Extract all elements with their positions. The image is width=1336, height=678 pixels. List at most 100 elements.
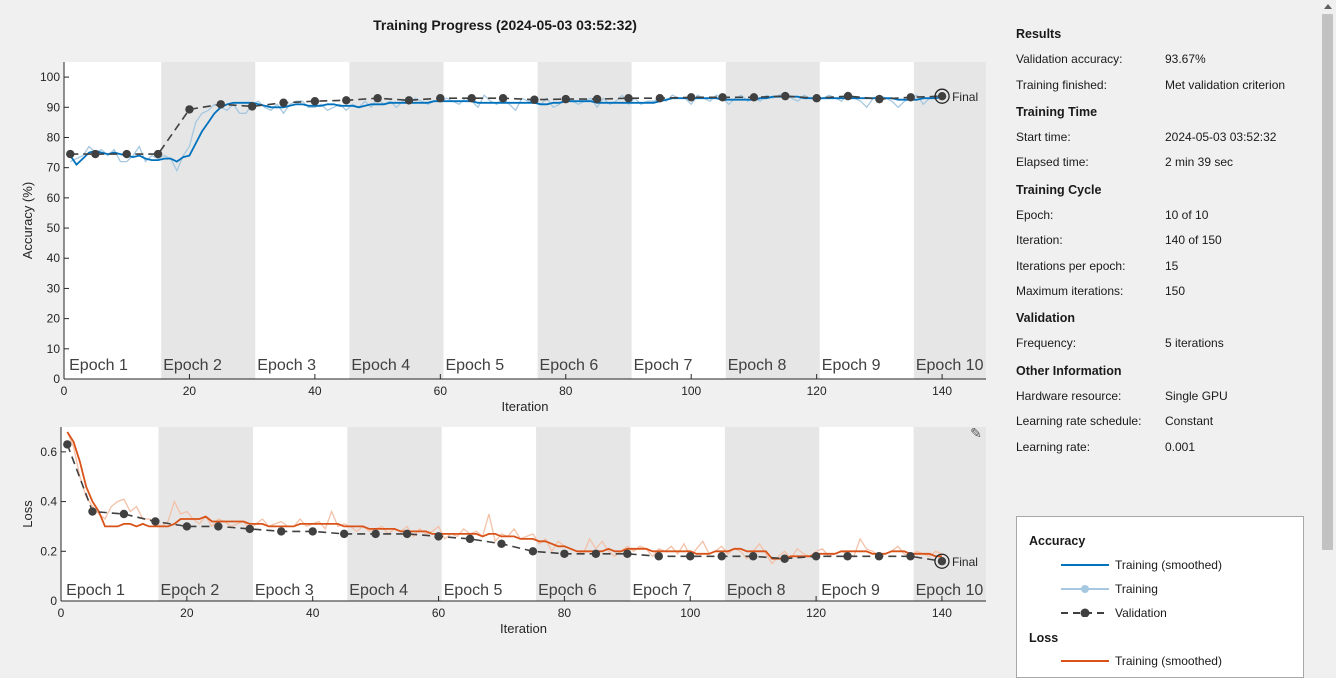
- results-heading: Results: [1016, 27, 1062, 41]
- accuracy-validation-point: [624, 94, 633, 103]
- loss-validation-point: [245, 524, 254, 534]
- loss-validation-point: [623, 549, 632, 558]
- loss-y-tick-label: 0.2: [40, 544, 57, 558]
- accuracy-validation-point: [247, 102, 257, 111]
- training-time-heading: Training Time: [1016, 105, 1098, 119]
- loss-y-tick-label: 0: [50, 594, 57, 608]
- accuracy-x-tick-label: 80: [559, 384, 573, 398]
- accuracy-epoch-label: Epoch 9: [822, 357, 881, 374]
- accuracy-x-tick-label: 100: [681, 384, 701, 398]
- legend-accuracy-heading: Accuracy: [1029, 534, 1086, 548]
- accuracy-y-tick-label: 100: [40, 70, 60, 84]
- accuracy-epoch-label: Epoch 8: [728, 357, 787, 374]
- accuracy-y-tick-label: 80: [47, 130, 61, 144]
- loss-validation-point: [119, 509, 129, 519]
- loss-x-tick-label: 60: [432, 606, 446, 620]
- loss-epoch-band: [536, 427, 631, 601]
- maximum-iterations-label: Maximum iterations:: [1016, 284, 1124, 298]
- iteration-value: 140 of 150: [1165, 233, 1222, 247]
- accuracy-validation-point: [875, 94, 884, 104]
- accuracy-y-tick-label: 20: [47, 312, 61, 326]
- loss-validation-point: [182, 522, 192, 531]
- loss-validation-point: [308, 527, 317, 536]
- accuracy-validation-point: [122, 149, 131, 159]
- loss-series-training-smoothed: [66, 431, 942, 560]
- accuracy-validation-point: [373, 94, 382, 103]
- frequency-value: 5 iterations: [1165, 336, 1224, 350]
- maximum-iterations-value: 150: [1165, 284, 1186, 298]
- frequency-label: Frequency:: [1016, 336, 1077, 350]
- accuracy-validation-point: [467, 94, 476, 103]
- loss-validation-point: [339, 529, 349, 539]
- loss-final-label: Final: [952, 555, 978, 569]
- loss-validation-point: [811, 552, 821, 561]
- loss-validation-point: [465, 534, 475, 544]
- loss-validation-point: [748, 552, 758, 561]
- loss-validation-point: [937, 557, 947, 566]
- loss-x-tick-label: 100: [680, 606, 700, 620]
- loss-validation-point: [906, 552, 915, 561]
- loss-validation-point: [63, 440, 72, 449]
- loss-y-tick-label: 0.6: [40, 445, 57, 459]
- accuracy-epoch-band: [349, 62, 444, 379]
- accuracy-validation-point: [561, 94, 570, 104]
- loss-x-axis-label: Iteration: [500, 621, 547, 636]
- loss-validation-point: [780, 554, 789, 563]
- loss-x-tick-label: 0: [58, 606, 65, 620]
- accuracy-epoch-label: Epoch 3: [257, 357, 316, 374]
- scrollbar-thumb[interactable]: [1322, 14, 1333, 550]
- iterations-per-epoch-value: 15: [1165, 259, 1179, 273]
- loss-epoch-label: Epoch 10: [916, 582, 984, 599]
- loss-epoch-band: [347, 427, 442, 601]
- accuracy-series-training-smoothed: [69, 95, 943, 166]
- loss-epoch-band: [158, 427, 253, 601]
- accuracy-epoch-label: Epoch 4: [351, 357, 410, 374]
- legend-accuracy-swatches: [1061, 564, 1109, 617]
- accuracy-epoch-band: [537, 62, 632, 379]
- accuracy-y-axis-label: Accuracy (%): [20, 182, 35, 259]
- accuracy-validation-point: [310, 97, 320, 106]
- loss-validation-point: [88, 507, 97, 516]
- training-finished-label: Training finished:: [1016, 78, 1107, 92]
- accuracy-epoch-band: [161, 62, 256, 379]
- training-cycle-heading: Training Cycle: [1016, 183, 1102, 197]
- accuracy-y-tick-label: 70: [47, 161, 61, 175]
- legend-accuracy-item-validation: Validation: [1115, 606, 1167, 620]
- accuracy-validation-point: [687, 93, 696, 102]
- training-finished-value: Met validation criterion: [1165, 78, 1286, 92]
- accuracy-x-tick-label: 40: [308, 384, 322, 398]
- loss-y-tick-label: 0.4: [40, 495, 57, 509]
- loss-validation-point: [402, 529, 412, 539]
- accuracy-final-marker: [934, 88, 950, 104]
- start-time-value: 2024-05-03 03:52:32: [1165, 130, 1277, 144]
- loss-epoch-label: Epoch 4: [349, 582, 408, 599]
- accuracy-epoch-label: Epoch 10: [916, 357, 984, 374]
- accuracy-validation-point: [404, 96, 414, 105]
- accuracy-plot: Epoch 1 Epoch 2 Epoch 3 Epoch 4 Epoch 5 Epoch…: [20, 62, 986, 414]
- accuracy-epoch-band: [913, 62, 986, 379]
- loss-epoch-band: [724, 427, 820, 601]
- accuracy-epoch-label: Epoch 5: [445, 357, 504, 374]
- scroll-up-icon[interactable]: [1324, 4, 1332, 9]
- accuracy-validation-point: [749, 93, 759, 102]
- legend-training-marker: [1081, 585, 1089, 593]
- loss-x-tick-label: 20: [180, 606, 194, 620]
- accuracy-y-tick-label: 0: [53, 372, 60, 386]
- loss-x-tick-label: 140: [932, 606, 952, 620]
- loss-validation-point: [528, 547, 538, 556]
- training-progress-plots: Epoch 1 Epoch 2 Epoch 3 Epoch 4 Epoch 5 Epoch…: [20, 62, 986, 636]
- loss-epoch-label: Epoch 2: [161, 582, 220, 599]
- loss-validation-point: [151, 517, 160, 526]
- accuracy-x-axis-label: Iteration: [502, 399, 549, 414]
- loss-validation-point: [654, 552, 663, 561]
- page-title: Training Progress (2024-05-03 03:52:32): [373, 17, 637, 33]
- edit-plot-icon[interactable]: ✎: [970, 425, 982, 441]
- accuracy-series-training: [70, 91, 943, 173]
- accuracy-validation-point: [498, 94, 508, 103]
- loss-validation-point: [277, 527, 286, 536]
- accuracy-validation-point: [342, 96, 351, 105]
- loss-epoch-band: [913, 427, 986, 601]
- accuracy-validation-point: [216, 100, 226, 109]
- learning-rate-label: Learning rate:: [1016, 440, 1091, 454]
- legend-validation-marker: [1080, 608, 1090, 617]
